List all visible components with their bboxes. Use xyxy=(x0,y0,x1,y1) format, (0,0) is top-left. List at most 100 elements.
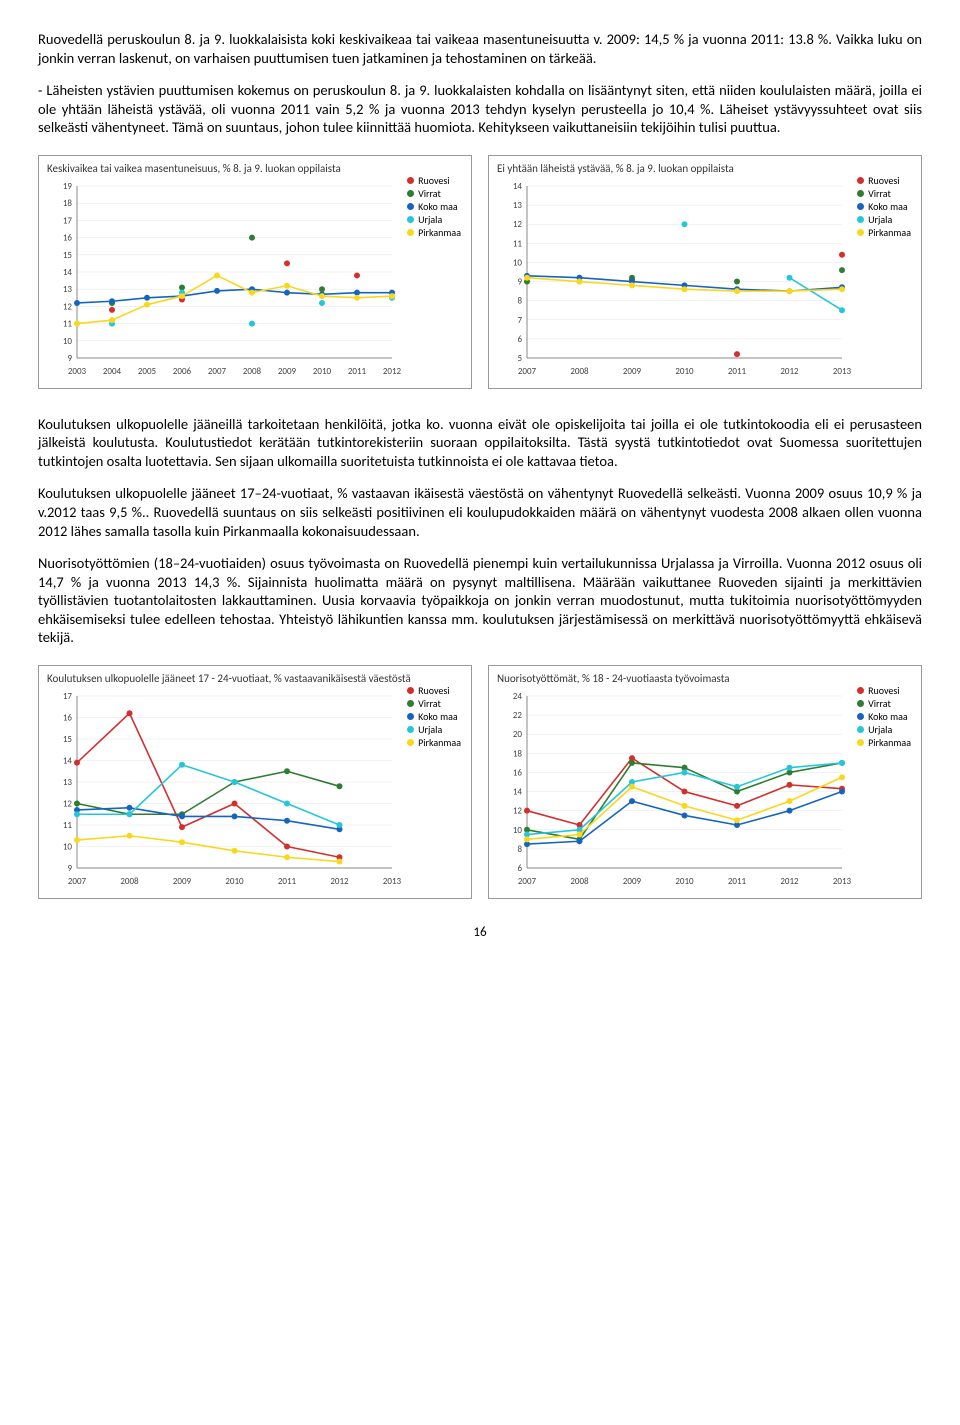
legend-dot-icon xyxy=(407,229,414,236)
svg-text:13: 13 xyxy=(513,200,523,211)
legend-label: Koko maa xyxy=(418,200,458,213)
legend-label: Virrat xyxy=(868,187,891,200)
legend-label: Koko maa xyxy=(868,200,908,213)
legend-item: Virrat xyxy=(407,187,461,200)
legend-label: Ruovesi xyxy=(868,684,900,697)
legend-label: Virrat xyxy=(418,187,441,200)
svg-text:22: 22 xyxy=(513,710,523,721)
legend-item: Koko maa xyxy=(407,710,461,723)
svg-text:2010: 2010 xyxy=(313,366,332,377)
chart-svg-4: 6810121416182022242007200820092010201120… xyxy=(497,690,902,890)
legend-item: Pirkanmaa xyxy=(407,736,461,749)
svg-text:2009: 2009 xyxy=(623,876,642,887)
chart-svg-3: 9101112131415161720072008200920102011201… xyxy=(47,690,452,890)
svg-text:2012: 2012 xyxy=(383,366,402,377)
legend-label: Pirkanmaa xyxy=(418,226,461,239)
svg-text:24: 24 xyxy=(513,691,523,702)
svg-text:2007: 2007 xyxy=(518,876,537,887)
svg-text:8: 8 xyxy=(517,844,522,855)
legend-item: Ruovesi xyxy=(407,174,461,187)
legend-item: Koko maa xyxy=(857,200,911,213)
svg-text:12: 12 xyxy=(63,301,73,312)
chart-row-1: Keskivaikea tai vaikea masentuneisuus, %… xyxy=(38,155,922,389)
svg-text:13: 13 xyxy=(63,777,73,788)
svg-text:18: 18 xyxy=(513,748,523,759)
svg-text:10: 10 xyxy=(513,825,523,836)
legend-label: Koko maa xyxy=(868,710,908,723)
svg-text:2005: 2005 xyxy=(138,366,157,377)
chart-koulutus: Koulutuksen ulkopuolelle jääneet 17 - 24… xyxy=(38,665,472,899)
svg-text:17: 17 xyxy=(63,215,73,226)
chart-title-3: Koulutuksen ulkopuolelle jääneet 17 - 24… xyxy=(47,672,463,686)
svg-text:2013: 2013 xyxy=(833,366,852,377)
svg-text:18: 18 xyxy=(63,198,73,209)
svg-text:2009: 2009 xyxy=(278,366,297,377)
svg-text:2012: 2012 xyxy=(780,876,799,887)
paragraph-5: Nuorisotyöttömien (18–24-vuotiaiden) osu… xyxy=(38,554,922,647)
legend-label: Pirkanmaa xyxy=(868,736,911,749)
svg-text:15: 15 xyxy=(63,734,73,745)
chart-ystava: Ei yhtään läheistä ystävää, % 8. ja 9. l… xyxy=(488,155,922,389)
legend-item: Koko maa xyxy=(857,710,911,723)
legend-label: Pirkanmaa xyxy=(418,736,461,749)
svg-text:2003: 2003 xyxy=(68,366,87,377)
svg-text:2011: 2011 xyxy=(348,366,367,377)
legend-dot-icon xyxy=(407,700,414,707)
legend-dot-icon xyxy=(857,190,864,197)
svg-text:7: 7 xyxy=(517,315,522,326)
svg-text:6: 6 xyxy=(517,334,522,345)
legend-dot-icon xyxy=(857,177,864,184)
svg-text:14: 14 xyxy=(63,755,73,766)
svg-text:12: 12 xyxy=(63,798,73,809)
chart-masentuneisuus: Keskivaikea tai vaikea masentuneisuus, %… xyxy=(38,155,472,389)
svg-text:11: 11 xyxy=(513,238,523,249)
legend-item: Virrat xyxy=(857,187,911,200)
legend-label: Pirkanmaa xyxy=(868,226,911,239)
svg-text:12: 12 xyxy=(513,806,523,817)
legend-dot-icon xyxy=(407,177,414,184)
svg-text:2010: 2010 xyxy=(675,876,694,887)
svg-text:2009: 2009 xyxy=(173,876,192,887)
legend-dot-icon xyxy=(857,739,864,746)
svg-text:10: 10 xyxy=(63,841,73,852)
svg-text:10: 10 xyxy=(63,336,73,347)
paragraph-1: Ruovedellä peruskoulun 8. ja 9. luokkala… xyxy=(38,30,922,67)
svg-text:2009: 2009 xyxy=(623,366,642,377)
legend-dot-icon xyxy=(857,229,864,236)
svg-text:15: 15 xyxy=(63,250,73,261)
chart-row-2: Koulutuksen ulkopuolelle jääneet 17 - 24… xyxy=(38,665,922,899)
legend-dot-icon xyxy=(407,203,414,210)
svg-text:5: 5 xyxy=(517,353,522,364)
legend-dot-icon xyxy=(407,739,414,746)
svg-text:11: 11 xyxy=(63,318,73,329)
svg-text:14: 14 xyxy=(513,181,523,192)
legend-dot-icon xyxy=(407,726,414,733)
legend-dot-icon xyxy=(857,203,864,210)
legend-item: Pirkanmaa xyxy=(857,226,911,239)
legend-dot-icon xyxy=(407,190,414,197)
svg-text:2007: 2007 xyxy=(518,366,537,377)
legend-label: Koko maa xyxy=(418,710,458,723)
svg-text:2004: 2004 xyxy=(103,366,122,377)
svg-text:17: 17 xyxy=(63,691,73,702)
legend-item: Virrat xyxy=(407,697,461,710)
svg-text:9: 9 xyxy=(517,276,522,287)
chart-svg-2: 5678910111213142007200820092010201120122… xyxy=(497,180,902,380)
legend-item: Urjala xyxy=(407,723,461,736)
svg-text:11: 11 xyxy=(63,820,73,831)
svg-text:2011: 2011 xyxy=(728,876,747,887)
svg-text:2008: 2008 xyxy=(120,876,139,887)
legend-item: Urjala xyxy=(407,213,461,226)
svg-text:8: 8 xyxy=(517,295,522,306)
chart-nuorisotyottomat: Nuorisotyöttömät, % 18 - 24-vuotiaasta t… xyxy=(488,665,922,899)
chart-title-4: Nuorisotyöttömät, % 18 - 24-vuotiaasta t… xyxy=(497,672,913,686)
svg-text:2007: 2007 xyxy=(68,876,87,887)
svg-text:2013: 2013 xyxy=(833,876,852,887)
legend-dot-icon xyxy=(857,700,864,707)
legend-item: Koko maa xyxy=(407,200,461,213)
legend-item: Ruovesi xyxy=(857,174,911,187)
svg-text:13: 13 xyxy=(63,284,73,295)
paragraph-3: Koulutuksen ulkopuolelle jääneillä tarko… xyxy=(38,415,922,471)
svg-text:14: 14 xyxy=(513,786,523,797)
legend-dot-icon xyxy=(407,216,414,223)
